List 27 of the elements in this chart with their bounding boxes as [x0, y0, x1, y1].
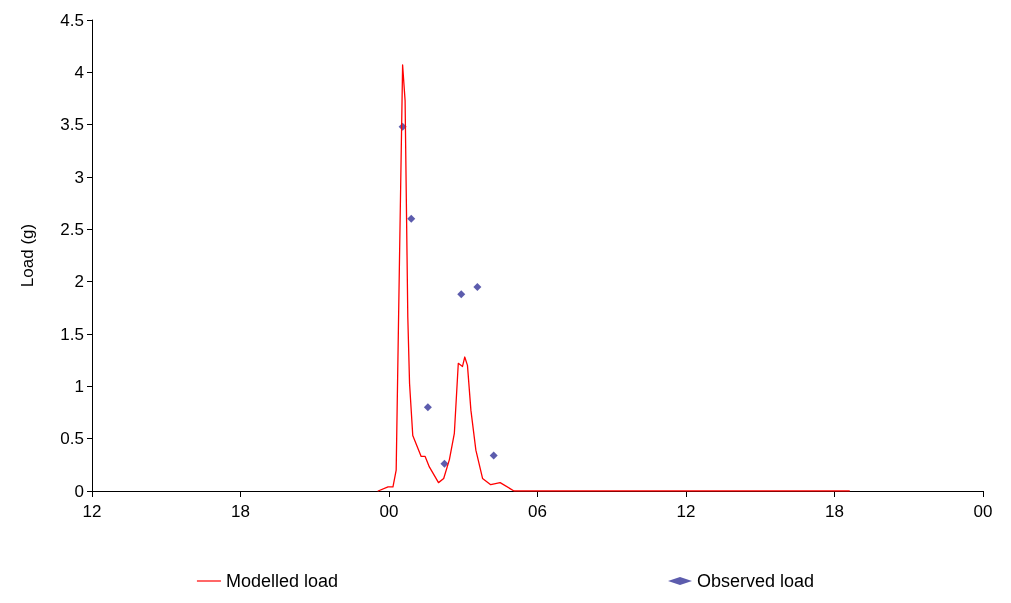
y-tick-label: 1	[74, 376, 84, 396]
y-tick-label: 2	[74, 272, 84, 292]
point	[440, 459, 449, 468]
x-tick-label: 18	[231, 502, 250, 521]
point	[423, 403, 432, 412]
x-tick-label: 06	[528, 502, 547, 521]
y-tick-label: 1.5	[60, 324, 84, 344]
point	[489, 451, 498, 460]
x-tick-label: 00	[379, 502, 399, 521]
line-series	[377, 64, 850, 492]
y-tick-label: 0.5	[60, 429, 84, 449]
x-tick-label: 12	[82, 502, 102, 521]
x-tick-label: 00	[973, 502, 993, 521]
y-tick-label: 0	[74, 481, 84, 501]
y-tick-label: 4	[74, 62, 84, 82]
y-tick-label: 4.5	[60, 10, 84, 30]
y-tick-label: 3	[74, 167, 84, 187]
y-axis-title: Load (g)	[18, 223, 37, 288]
x-tick-label: 12	[676, 502, 696, 521]
point	[473, 282, 482, 291]
point	[407, 214, 416, 223]
y-tick-label: 3.5	[60, 115, 84, 135]
point	[457, 290, 466, 299]
y-tick-label: 2.5	[60, 219, 84, 239]
legend-label: Observed load	[697, 571, 815, 591]
legend-label: Modelled load	[225, 571, 338, 591]
x-tick-label: 18	[825, 502, 844, 521]
